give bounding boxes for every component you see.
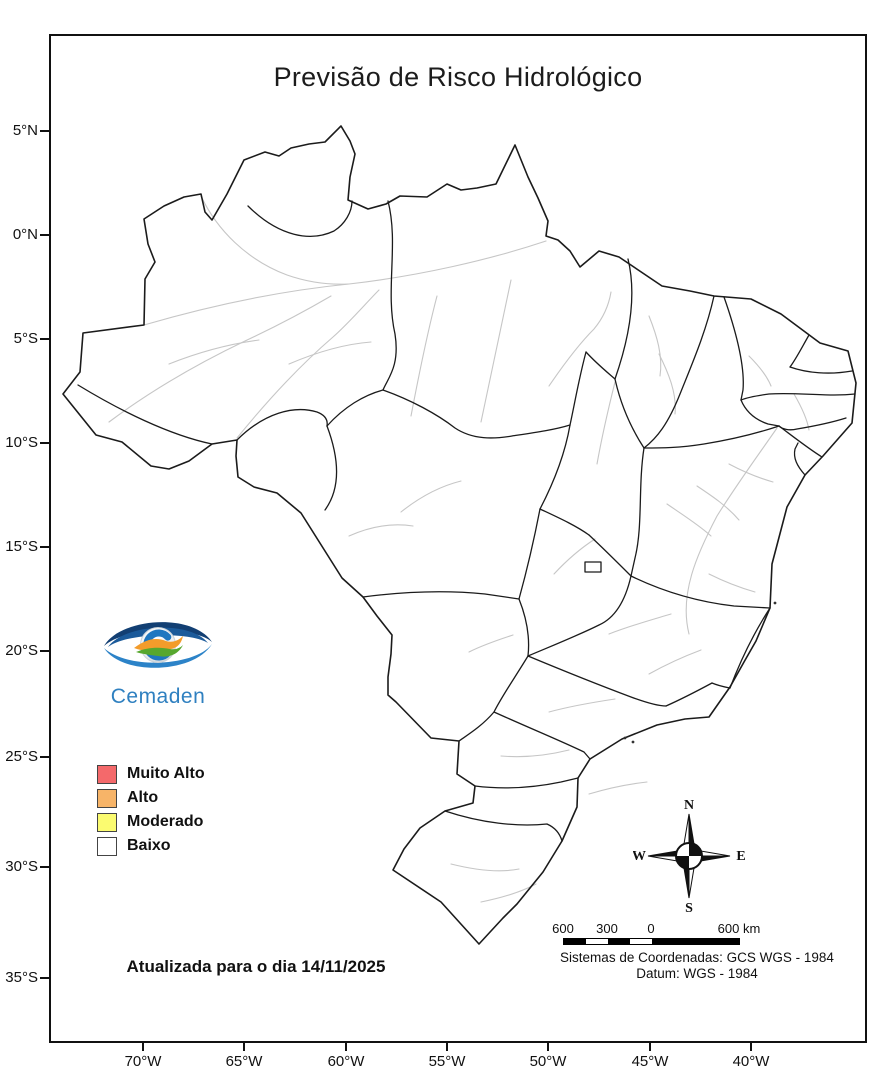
brazil-map — [62, 125, 857, 945]
cemaden-logo-text: Cemaden — [110, 685, 206, 708]
compass-west-label: W — [633, 849, 646, 864]
scale-segment — [564, 939, 586, 944]
compass-north-label: N — [684, 798, 694, 813]
legend-swatch-muito-alto — [97, 764, 117, 784]
updated-date-note: Atualizada para o dia 14/11/2025 — [126, 957, 386, 976]
legend-item-moderado: Moderado — [97, 810, 205, 834]
lat-tick — [40, 130, 49, 132]
coordinate-system-line: Sistemas de Coordenadas: GCS WGS - 1984 — [560, 950, 834, 965]
lon-tick — [142, 1043, 144, 1051]
map-title: Previsão de Risco Hidrológico — [273, 62, 643, 92]
compass-rose-icon: N S E W — [633, 798, 746, 916]
lon-tick — [750, 1043, 752, 1051]
lat-tick — [40, 756, 49, 758]
lat-tick — [40, 234, 49, 236]
lon-label-55w: 55°W — [428, 1053, 466, 1070]
legend-label: Moderado — [127, 813, 204, 830]
lat-label-5n: 5°N — [12, 122, 38, 139]
lon-label-40w: 40°W — [732, 1053, 770, 1070]
legend-item-muito-alto: Muito Alto — [97, 762, 205, 786]
lat-label-25s: 25°S — [5, 748, 38, 765]
lat-label-15s: 15°S — [5, 538, 38, 555]
compass-east-label: E — [736, 849, 745, 864]
lon-tick — [547, 1043, 549, 1051]
lat-tick — [40, 338, 49, 340]
datum-line: Datum: WGS - 1984 — [636, 966, 758, 981]
island-dots — [623, 601, 777, 744]
lon-label-65w: 65°W — [225, 1053, 263, 1070]
lat-tick — [40, 442, 49, 444]
lat-label-35s: 35°S — [5, 969, 38, 986]
cemaden-logo: Cemaden — [93, 608, 223, 709]
lon-tick — [649, 1043, 651, 1051]
basin-boundaries — [108, 195, 810, 903]
scale-bar: 600 300 0 600 km — [552, 921, 793, 949]
scale-label-300: 300 — [596, 921, 618, 936]
compass-south-label: S — [685, 901, 693, 916]
lon-tick — [243, 1043, 245, 1051]
scale-label-600-left: 600 — [552, 921, 574, 936]
legend-swatch-baixo — [97, 836, 117, 856]
legend-swatch-alto — [97, 788, 117, 808]
scale-label-0: 0 — [647, 921, 655, 936]
legend-label: Baixo — [127, 837, 171, 854]
lat-tick — [40, 650, 49, 652]
scale-bar-segments — [563, 938, 740, 945]
legend-swatch-moderado — [97, 812, 117, 832]
scale-segment — [652, 939, 739, 944]
lon-label-60w: 60°W — [327, 1053, 365, 1070]
lat-tick — [40, 866, 49, 868]
legend-item-alto: Alto — [97, 786, 205, 810]
scale-segment — [630, 939, 652, 944]
brazil-outline — [62, 125, 857, 945]
coordinate-system-note: Sistemas de Coordenadas: GCS WGS - 1984 … — [532, 950, 862, 982]
lat-tick — [40, 546, 49, 548]
lat-label-20s: 20°S — [5, 642, 38, 659]
scale-label-600-km: 600 km — [717, 921, 761, 936]
lon-label-50w: 50°W — [529, 1053, 567, 1070]
legend-label: Alto — [127, 789, 159, 806]
state-boundaries — [77, 200, 856, 842]
risk-legend: Muito Alto Alto Moderado Baixo — [97, 762, 205, 858]
scale-segment — [608, 939, 630, 944]
lat-label-0n: 0°N — [12, 226, 38, 243]
legend-label: Muito Alto — [127, 765, 205, 782]
legend-item-baixo: Baixo — [97, 834, 205, 858]
lat-label-30s: 30°S — [5, 858, 38, 875]
lat-tick — [40, 977, 49, 979]
lat-label-10s: 10°S — [5, 434, 38, 451]
lon-tick — [446, 1043, 448, 1051]
lat-label-5s: 5°S — [13, 330, 38, 347]
cemaden-eye-icon — [104, 622, 212, 668]
scale-segment — [586, 939, 608, 944]
lon-tick — [345, 1043, 347, 1051]
lon-label-70w: 70°W — [124, 1053, 162, 1070]
map-frame: Previsão de Risco Hidrológico — [49, 34, 867, 1043]
lon-label-45w: 45°W — [631, 1053, 669, 1070]
